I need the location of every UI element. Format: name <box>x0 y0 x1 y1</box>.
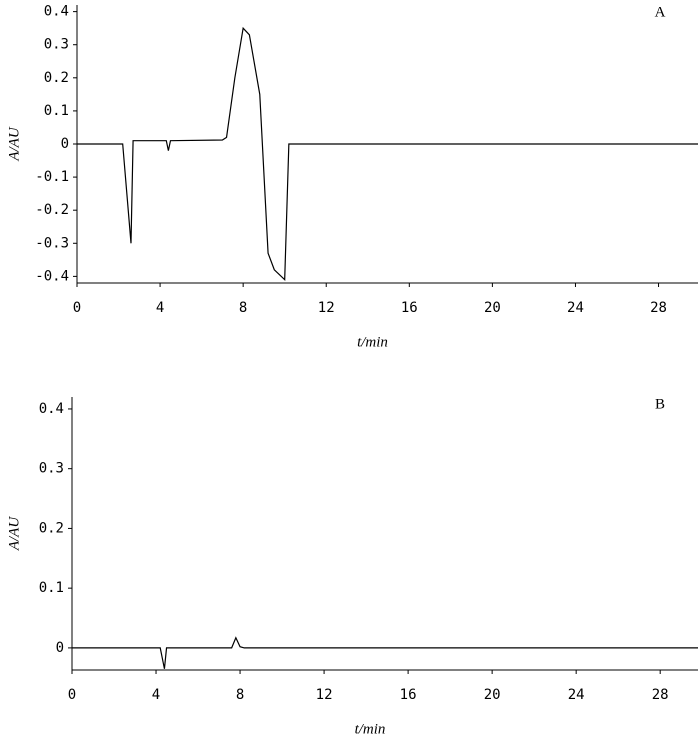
y-tick-label: -0.4 <box>35 268 69 284</box>
y-tick-label: 0.4 <box>44 4 69 20</box>
y-tick-label: 0.4 <box>39 401 64 417</box>
x-tick-label: 8 <box>239 300 247 316</box>
x-tick-label: 4 <box>152 687 160 703</box>
y-tick-label: 0.1 <box>39 580 64 596</box>
y-tick-label: -0.1 <box>35 169 69 185</box>
x-tick-label: 12 <box>318 300 335 316</box>
y-tick-label: 0.1 <box>44 103 69 119</box>
x-tick-label: 20 <box>484 300 501 316</box>
x-tick-label: 12 <box>316 687 333 703</box>
y-tick-label: 0.3 <box>44 37 69 53</box>
y-tick-label: -0.3 <box>35 235 69 251</box>
y-tick-label: 0.2 <box>39 520 64 536</box>
x-axis-label: t/min <box>357 334 388 350</box>
y-tick-label: 0.2 <box>44 70 69 86</box>
y-tick-label: 0 <box>61 136 69 152</box>
x-tick-label: 16 <box>401 300 418 316</box>
x-tick-label: 24 <box>567 300 584 316</box>
x-axis-label: t/min <box>355 721 386 737</box>
panel-label: B <box>655 396 665 412</box>
x-tick-label: 28 <box>652 687 669 703</box>
y-tick-label: -0.2 <box>35 202 69 218</box>
x-tick-label: 16 <box>400 687 417 703</box>
x-tick-label: 20 <box>484 687 501 703</box>
x-tick-label: 28 <box>650 300 667 316</box>
x-tick-label: 8 <box>236 687 244 703</box>
trace <box>72 636 698 669</box>
x-tick-label: 24 <box>568 687 585 703</box>
x-tick-label: 0 <box>68 687 76 703</box>
y-tick-label: 0 <box>56 640 64 656</box>
y-axis-label: A/AU <box>6 126 22 161</box>
panel-label: A <box>655 4 666 20</box>
x-tick-label: 4 <box>156 300 164 316</box>
y-tick-label: 0.3 <box>39 461 64 477</box>
x-tick-label: 0 <box>73 300 81 316</box>
trace <box>77 26 698 282</box>
y-axis-label: A/AU <box>6 516 22 551</box>
